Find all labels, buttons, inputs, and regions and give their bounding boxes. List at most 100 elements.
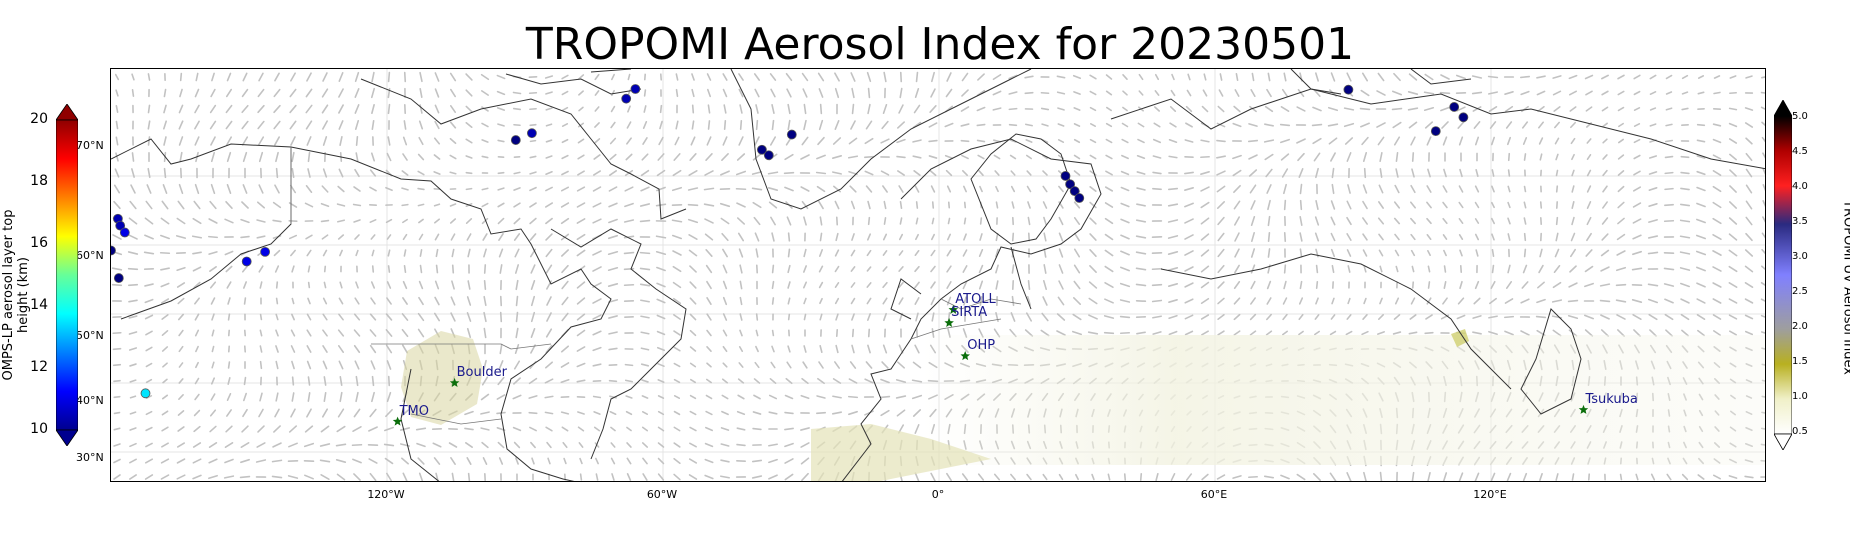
wind-arrow	[290, 408, 296, 418]
wind-arrow	[113, 474, 121, 480]
omps-point[interactable]	[630, 84, 641, 94]
wind-arrow	[354, 297, 360, 305]
wind-arrow	[866, 266, 872, 272]
wind-arrow	[1471, 75, 1483, 79]
wind-arrow	[657, 363, 665, 367]
wind-arrow	[1135, 267, 1147, 271]
wind-arrow	[483, 264, 487, 274]
wind-arrow	[767, 187, 779, 191]
wind-arrow	[577, 426, 585, 432]
wind-arrow	[915, 71, 919, 83]
omps-point[interactable]	[260, 246, 271, 257]
wind-arrow	[111, 283, 123, 287]
wind-arrow	[178, 378, 184, 384]
wind-arrow	[1058, 248, 1064, 258]
wind-arrow	[578, 90, 584, 96]
site-marker-tmo[interactable]	[392, 416, 403, 426]
wind-arrow	[1315, 72, 1319, 82]
wind-arrow	[1696, 155, 1706, 159]
wind-arrow	[626, 473, 632, 481]
omps-point[interactable]	[757, 144, 767, 155]
wind-arrow	[529, 123, 537, 127]
wind-arrow	[1456, 314, 1466, 320]
omps-point[interactable]	[115, 220, 126, 231]
site-marker-boulder[interactable]	[449, 377, 460, 387]
wind-arrow	[355, 281, 359, 289]
left-tick-10: 10	[30, 421, 48, 437]
wind-arrow	[291, 265, 295, 273]
wind-arrow	[1042, 280, 1048, 290]
wind-arrow	[1696, 123, 1706, 127]
wind-arrow	[576, 249, 586, 257]
omps-point[interactable]	[1065, 179, 1075, 190]
wind-arrow	[354, 360, 360, 370]
wind-arrow	[1184, 202, 1194, 208]
wind-arrow	[706, 280, 712, 290]
omps-point[interactable]	[510, 135, 521, 145]
left-tick-12: 12	[30, 359, 48, 375]
wind-arrow	[626, 457, 632, 465]
wind-arrow	[1263, 139, 1275, 143]
wind-arrow	[1121, 122, 1129, 128]
wind-arrow	[931, 201, 935, 209]
omps-point[interactable]	[526, 128, 537, 139]
wind-arrow	[673, 314, 681, 320]
wind-arrow	[544, 395, 554, 399]
omps-point[interactable]	[113, 273, 124, 283]
omps-point[interactable]	[621, 93, 632, 104]
wind-arrow	[768, 443, 778, 447]
omps-point[interactable]	[241, 256, 252, 267]
wind-arrow	[481, 106, 489, 112]
omps-point[interactable]	[1069, 186, 1080, 197]
omps-point[interactable]	[1060, 171, 1071, 181]
coast-scandinavia	[970, 133, 1072, 245]
omps-point[interactable]	[1074, 193, 1085, 203]
omps-point[interactable]	[140, 388, 151, 399]
wind-arrow	[1025, 154, 1033, 160]
site-marker-ohp[interactable]	[960, 351, 971, 361]
wind-arrow	[961, 72, 969, 82]
wind-arrow	[547, 457, 551, 465]
omps-point[interactable]	[1458, 112, 1469, 123]
omps-point[interactable]	[1449, 102, 1460, 112]
site-marker-atoll[interactable]	[948, 304, 959, 314]
wind-arrow	[594, 122, 600, 128]
omps-point[interactable]	[1430, 126, 1441, 136]
wind-arrow	[1120, 186, 1130, 192]
wind-arrow	[195, 72, 199, 82]
wind-arrow	[1570, 248, 1576, 258]
wind-arrow	[1423, 106, 1435, 112]
wind-arrow	[979, 311, 983, 323]
wind-arrow	[735, 187, 747, 191]
map-panel[interactable]	[110, 68, 1766, 482]
wind-arrow	[1584, 74, 1594, 80]
wind-arrow	[1138, 73, 1144, 81]
wind-arrow	[800, 442, 810, 448]
wind-arrow	[1425, 314, 1433, 320]
omps-point[interactable]	[111, 245, 116, 256]
wind-arrow	[914, 344, 920, 354]
omps-point[interactable]	[786, 129, 797, 140]
wind-arrow	[1601, 90, 1609, 96]
wind-arrow	[593, 411, 601, 415]
omps-point[interactable]	[763, 150, 774, 161]
wind-arrow	[800, 394, 810, 400]
wind-arrow	[1523, 201, 1527, 209]
wind-arrow	[241, 265, 249, 273]
wind-arrow	[1615, 266, 1627, 272]
wind-arrow	[355, 375, 359, 387]
wind-arrow	[115, 136, 119, 146]
omps-point[interactable]	[119, 227, 130, 238]
wind-arrow	[1617, 217, 1625, 225]
wind-arrow	[512, 394, 522, 400]
wind-arrow	[127, 283, 139, 287]
site-marker-tsukuba[interactable]	[1578, 404, 1589, 414]
omps-point[interactable]	[1343, 84, 1354, 95]
wind-arrow	[1314, 314, 1320, 320]
wind-arrow	[242, 392, 248, 402]
site-marker-sirta[interactable]	[944, 317, 954, 327]
wind-arrow	[354, 234, 360, 240]
wind-arrow	[834, 361, 840, 369]
wind-arrow	[689, 426, 697, 432]
wind-arrow	[513, 441, 521, 449]
